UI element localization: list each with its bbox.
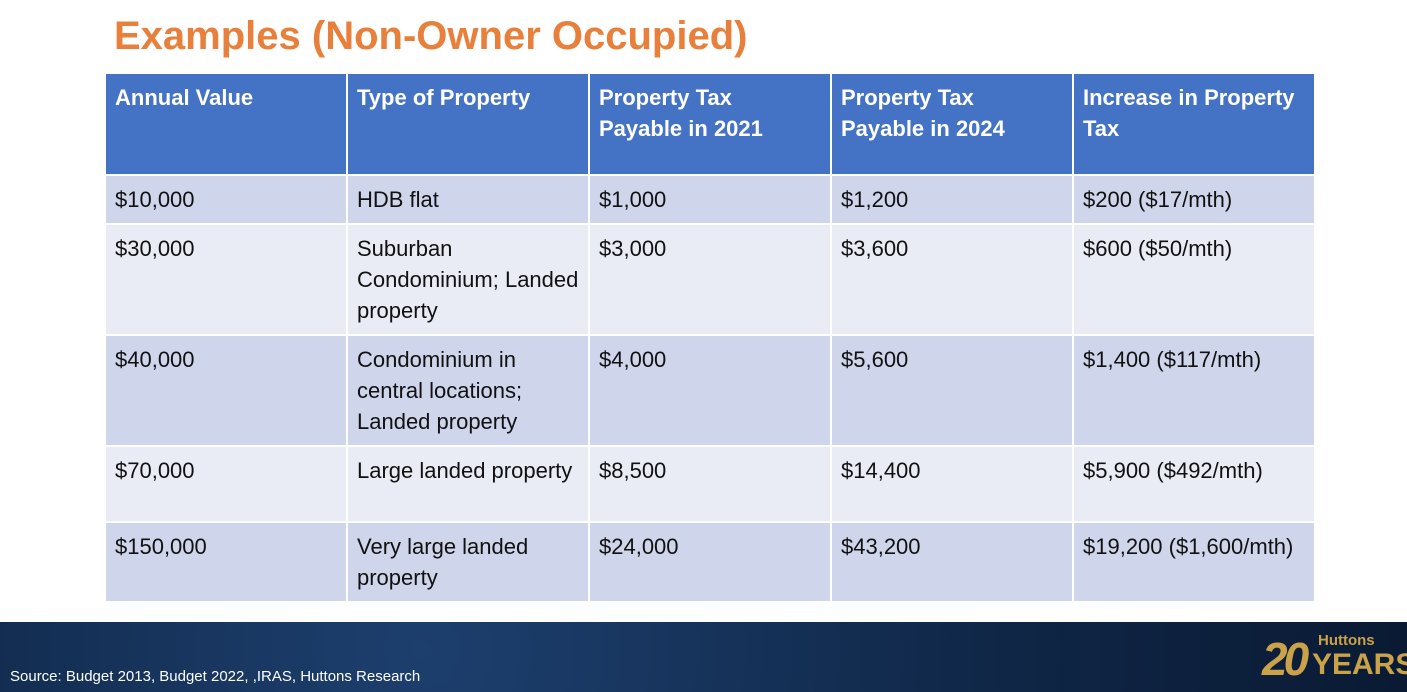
table-cell: Condominium in central locations; Landed…: [346, 334, 590, 447]
table-cell: $10,000: [104, 174, 348, 225]
table-cell: $24,000: [588, 521, 832, 603]
table-cell: HDB flat: [346, 174, 590, 225]
table-cell: $5,900 ($492/mth): [1072, 445, 1316, 523]
header-cell: Property Tax Payable in 2024: [830, 72, 1074, 176]
table-cell: $200 ($17/mth): [1072, 174, 1316, 225]
footer: Source: Budget 2013, Budget 2022, ,IRAS,…: [0, 622, 1407, 692]
table-cell: $1,200: [830, 174, 1074, 225]
tax-table: Annual Value Type of Property Property Tax…: [104, 72, 1316, 603]
header-cell: Property Tax Payable in 2021: [588, 72, 832, 176]
header-cell: Increase in Property Tax: [1072, 72, 1316, 176]
table-cell: $70,000: [104, 445, 348, 523]
table-row: $10,000 HDB flat $1,000 $1,200 $200 ($17/mth…: [104, 174, 1316, 225]
table-cell: $1,000: [588, 174, 832, 225]
table-cell: $4,000: [588, 334, 832, 447]
table-cell: $3,000: [588, 223, 832, 336]
logo-number: 20: [1262, 633, 1309, 685]
table-cell: Large landed property: [346, 445, 590, 523]
table-cell: Very large landed property: [346, 521, 590, 603]
header-row: Annual Value Type of Property Property Tax…: [104, 72, 1316, 176]
table-cell: $150,000: [104, 521, 348, 603]
table-cell: $1,400 ($117/mth): [1072, 334, 1316, 447]
header-cell: Annual Value: [104, 72, 348, 176]
table-cell: $8,500: [588, 445, 832, 523]
table-cell: $14,400: [830, 445, 1074, 523]
table-cell: $40,000: [104, 334, 348, 447]
source-note: Source: Budget 2013, Budget 2022, ,IRAS,…: [10, 668, 421, 685]
table-row: $30,000 Suburban Condominium; Landed prop…: [104, 223, 1316, 336]
logo: 20 Huttons YEARS: [1262, 630, 1407, 686]
table-row: $40,000 Condominium in central locations;…: [104, 334, 1316, 447]
slide-title: Examples (Non-Owner Occupied): [114, 14, 748, 58]
table-cell: $43,200: [830, 521, 1074, 603]
table-cell: $19,200 ($1,600/mth): [1072, 521, 1316, 603]
table-cell: $30,000: [104, 223, 348, 336]
table-cell: $600 ($50/mth): [1072, 223, 1316, 336]
table-row: $70,000 Large landed property $8,500 $14,40…: [104, 445, 1316, 523]
logo-years: YEARS: [1312, 648, 1407, 681]
table-cell: $3,600: [830, 223, 1074, 336]
logo-brand: Huttons: [1318, 632, 1375, 649]
header-cell: Type of Property: [346, 72, 590, 176]
table-row: $150,000 Very large landed property $24,00…: [104, 521, 1316, 603]
table-cell: Suburban Condominium; Landed property: [346, 223, 590, 336]
table-cell: $5,600: [830, 334, 1074, 447]
